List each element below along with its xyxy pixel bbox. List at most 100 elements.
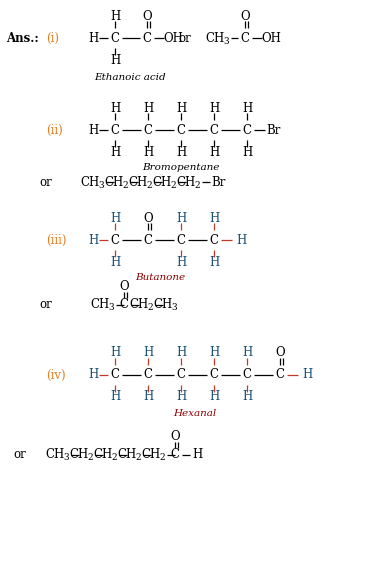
Text: (ii): (ii) (46, 123, 63, 136)
Text: CH: CH (93, 448, 113, 461)
Text: or: or (40, 299, 52, 312)
Text: O: O (143, 211, 153, 224)
Text: CH: CH (69, 448, 89, 461)
Text: H: H (110, 391, 120, 404)
Text: C: C (177, 368, 186, 381)
Text: C: C (210, 368, 219, 381)
Text: H: H (302, 368, 312, 381)
Text: 2: 2 (122, 180, 128, 190)
Text: C: C (119, 299, 128, 312)
Text: C: C (177, 123, 186, 136)
Text: C: C (171, 448, 180, 461)
Text: Br: Br (267, 123, 281, 136)
Text: 2: 2 (159, 453, 165, 463)
Text: 3: 3 (63, 453, 69, 463)
Text: CH: CH (81, 175, 100, 188)
Text: H: H (143, 347, 153, 360)
Text: H: H (143, 102, 153, 115)
Text: CH: CH (91, 299, 109, 312)
Text: CH: CH (104, 175, 124, 188)
Text: or: or (14, 448, 26, 461)
Text: 2: 2 (146, 180, 152, 190)
Text: H: H (209, 146, 219, 159)
Text: 3: 3 (223, 37, 229, 46)
Text: H: H (143, 146, 153, 159)
Text: C: C (111, 234, 119, 247)
Text: Butanone: Butanone (135, 274, 185, 283)
Text: (iv): (iv) (46, 368, 66, 381)
Text: H: H (242, 102, 252, 115)
Text: H: H (176, 347, 186, 360)
Text: CH: CH (206, 31, 224, 45)
Text: 2: 2 (194, 180, 200, 190)
Text: CH: CH (153, 299, 173, 312)
Text: H: H (242, 146, 252, 159)
Text: H: H (110, 10, 120, 22)
Text: 2: 2 (87, 453, 93, 463)
Text: 3: 3 (171, 304, 177, 312)
Text: H: H (143, 391, 153, 404)
Text: Br: Br (212, 175, 226, 188)
Text: (i): (i) (46, 31, 59, 45)
Text: H: H (88, 31, 98, 45)
Text: C: C (111, 368, 119, 381)
Text: Ethanoic acid: Ethanoic acid (94, 74, 166, 82)
Text: CH: CH (152, 175, 172, 188)
Text: O: O (240, 10, 250, 22)
Text: H: H (176, 102, 186, 115)
Text: CH: CH (129, 299, 149, 312)
Text: H: H (242, 347, 252, 360)
Text: H: H (110, 146, 120, 159)
Text: C: C (111, 31, 119, 45)
Text: CH: CH (176, 175, 196, 188)
Text: O: O (170, 431, 180, 444)
Text: H: H (209, 347, 219, 360)
Text: H: H (88, 123, 98, 136)
Text: H: H (110, 102, 120, 115)
Text: 2: 2 (111, 453, 117, 463)
Text: C: C (210, 123, 219, 136)
Text: 2: 2 (170, 180, 176, 190)
Text: C: C (144, 234, 152, 247)
Text: H: H (88, 368, 98, 381)
Text: C: C (111, 123, 119, 136)
Text: H: H (110, 255, 120, 268)
Text: H: H (209, 391, 219, 404)
Text: 3: 3 (108, 304, 114, 312)
Text: C: C (177, 234, 186, 247)
Text: O: O (275, 347, 285, 360)
Text: H: H (209, 102, 219, 115)
Text: C: C (243, 123, 252, 136)
Text: Hexanal: Hexanal (173, 408, 217, 417)
Text: H: H (192, 448, 202, 461)
Text: H: H (176, 391, 186, 404)
Text: C: C (142, 31, 151, 45)
Text: or: or (40, 175, 52, 188)
Text: C: C (240, 31, 250, 45)
Text: CH: CH (45, 448, 65, 461)
Text: C: C (276, 368, 285, 381)
Text: H: H (209, 211, 219, 224)
Text: OH: OH (261, 31, 281, 45)
Text: H: H (88, 234, 98, 247)
Text: OH: OH (163, 31, 183, 45)
Text: CH: CH (128, 175, 148, 188)
Text: H: H (176, 255, 186, 268)
Text: 3: 3 (98, 180, 104, 190)
Text: (iii): (iii) (46, 234, 66, 247)
Text: CH: CH (117, 448, 137, 461)
Text: H: H (176, 146, 186, 159)
Text: C: C (210, 234, 219, 247)
Text: CH: CH (141, 448, 161, 461)
Text: C: C (144, 368, 152, 381)
Text: H: H (110, 54, 120, 66)
Text: H: H (236, 234, 246, 247)
Text: C: C (144, 123, 152, 136)
Text: 2: 2 (147, 304, 153, 312)
Text: C: C (243, 368, 252, 381)
Text: Ans.:: Ans.: (6, 31, 39, 45)
Text: or: or (178, 31, 191, 45)
Text: 2: 2 (135, 453, 141, 463)
Text: H: H (242, 391, 252, 404)
Text: H: H (209, 255, 219, 268)
